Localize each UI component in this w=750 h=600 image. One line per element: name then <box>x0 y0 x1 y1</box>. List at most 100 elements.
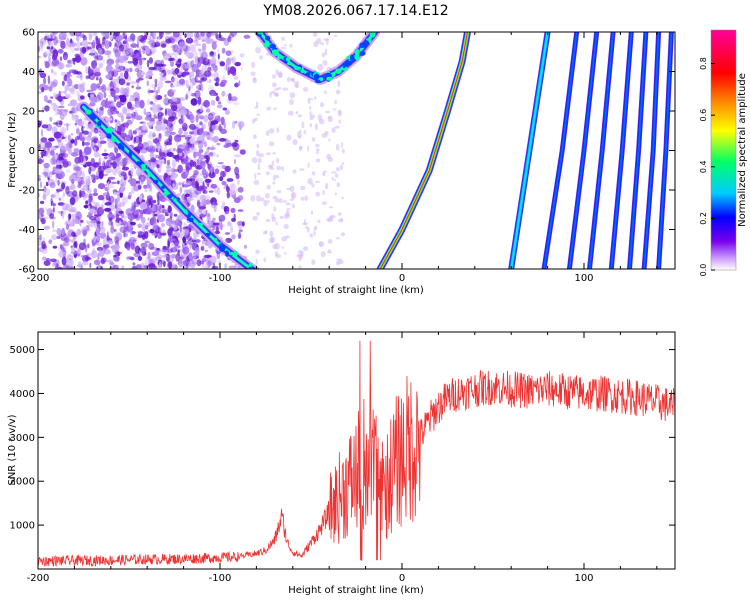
noise-faint <box>322 189 325 196</box>
noise-blob <box>85 66 88 74</box>
trace-speckle <box>354 54 360 61</box>
noise-blob <box>149 257 156 266</box>
noise-blob <box>190 49 198 59</box>
noise-blob <box>186 32 194 39</box>
noise-faint <box>274 197 280 203</box>
noise-blob <box>192 253 197 262</box>
noise-blob <box>189 131 194 135</box>
noise-blob <box>101 257 106 265</box>
noise-blob <box>192 191 199 198</box>
noise-blob <box>231 71 237 77</box>
noise-blob <box>201 208 207 215</box>
noise-blob <box>82 47 87 54</box>
noise-blob <box>87 205 91 211</box>
noise-blob <box>121 265 124 269</box>
noise-blob <box>129 230 132 237</box>
noise-blob <box>62 192 66 197</box>
noise-blob <box>232 101 240 106</box>
noise-blob <box>67 134 71 141</box>
noise-faint <box>256 211 260 216</box>
noise-blob <box>204 151 208 160</box>
noise-faint <box>265 171 270 176</box>
noise-blob <box>221 180 227 186</box>
noise-blob <box>234 61 242 67</box>
noise-blob <box>160 160 165 164</box>
noise-blob <box>76 35 80 42</box>
noise-blob <box>196 158 200 166</box>
noise-blob <box>141 251 147 256</box>
noise-faint <box>284 44 287 47</box>
noise-blob <box>116 120 121 126</box>
noise-faint <box>300 196 305 201</box>
trace-speckle <box>219 246 225 252</box>
noise-blob <box>66 259 74 266</box>
noise-blob <box>108 195 115 204</box>
noise-blob <box>130 94 133 99</box>
noise-blob <box>189 44 196 52</box>
noise-blob <box>186 262 189 269</box>
noise-blob <box>78 154 84 163</box>
noise-blob <box>38 147 43 150</box>
noise-blob <box>71 178 75 184</box>
noise-blob <box>163 97 170 106</box>
noise-blob <box>90 83 98 92</box>
noise-blob <box>98 154 102 163</box>
noise-blob <box>185 193 190 198</box>
noise-faint <box>282 200 288 203</box>
noise-blob <box>170 89 177 93</box>
noise-blob <box>226 178 234 182</box>
noise-blob <box>196 183 199 191</box>
noise-blob <box>189 241 192 249</box>
noise-blob <box>214 230 221 235</box>
noise-faint <box>309 98 314 101</box>
noise-blob <box>63 158 68 162</box>
noise-blob <box>57 266 64 269</box>
noise-blob <box>185 93 189 100</box>
trace-speckle <box>85 109 92 115</box>
noise-blob <box>59 244 63 249</box>
noise-blob <box>136 36 140 45</box>
noise-blob <box>157 86 161 94</box>
noise-blob <box>164 102 171 106</box>
noise-blob <box>88 197 92 204</box>
noise-blob <box>144 231 149 239</box>
noise-blob <box>81 46 86 55</box>
noise-faint <box>267 199 270 204</box>
noise-blob <box>64 84 70 91</box>
noise-blob <box>76 249 82 257</box>
noise-blob <box>169 211 174 217</box>
noise-faint <box>276 127 280 134</box>
noise-blob <box>52 203 56 207</box>
noise-blob <box>194 90 201 99</box>
noise-blob <box>59 90 66 94</box>
noise-blob <box>165 32 172 35</box>
noise-faint <box>331 127 336 134</box>
noise-blob <box>185 146 190 152</box>
noise-blob <box>123 176 127 181</box>
noise-blob <box>163 261 166 268</box>
noise-blob <box>128 224 131 232</box>
noise-blob <box>113 79 120 89</box>
noise-faint <box>339 164 344 171</box>
noise-blob <box>170 247 178 253</box>
noise-blob <box>224 264 228 269</box>
noise-faint <box>276 190 282 194</box>
noise-faint <box>269 230 274 237</box>
colorbar: 0.0 0.2 0.4 0.6 0.8 Normalized spectral ampl… <box>699 29 748 276</box>
noise-blob <box>213 204 217 213</box>
noise-blob <box>104 148 107 153</box>
noise-blob <box>102 32 105 38</box>
noise-blob <box>149 101 154 105</box>
noise-blob <box>142 141 150 150</box>
noise-blob <box>129 33 136 42</box>
trace-speckle <box>186 217 193 221</box>
noise-blob <box>98 62 103 69</box>
noise-blob <box>88 220 95 228</box>
noise-blob <box>84 205 88 209</box>
noise-blob <box>99 249 102 253</box>
snr-xtick-label: -100 <box>209 573 232 584</box>
noise-blob <box>114 198 118 208</box>
noise-blob <box>63 123 71 126</box>
noise-blob <box>113 254 117 258</box>
noise-blob <box>140 242 148 248</box>
